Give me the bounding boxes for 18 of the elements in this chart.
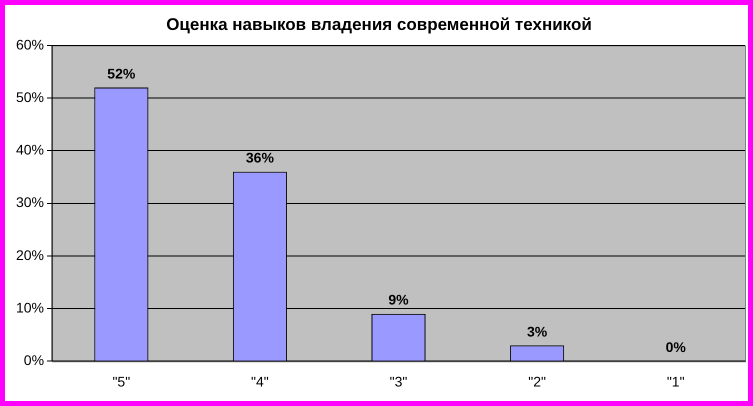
data-label: 0%: [666, 339, 686, 356]
chart-title: Оценка навыков владения современной техникой: [166, 14, 592, 34]
data-label: 36%: [246, 150, 274, 166]
y-tick-label: 40%: [16, 142, 44, 158]
y-tick-label: 60%: [16, 36, 44, 52]
y-tick-label: 30%: [16, 194, 44, 210]
data-label: 52%: [107, 65, 136, 82]
x-tick-label: "3": [390, 373, 408, 390]
x-tick-label: "2": [528, 373, 546, 390]
y-tick-label: 10%: [16, 299, 44, 316]
data-label: 3%: [526, 323, 548, 340]
x-tick-label: "1": [666, 373, 685, 390]
y-tick-label: 50%: [16, 88, 44, 105]
y-tick-label: 20%: [16, 246, 44, 263]
y-tick-label: 0%: [24, 352, 44, 368]
data-label: 9%: [388, 292, 410, 308]
x-tick-label: "5": [112, 373, 130, 390]
x-tick-label: "4": [251, 373, 269, 390]
